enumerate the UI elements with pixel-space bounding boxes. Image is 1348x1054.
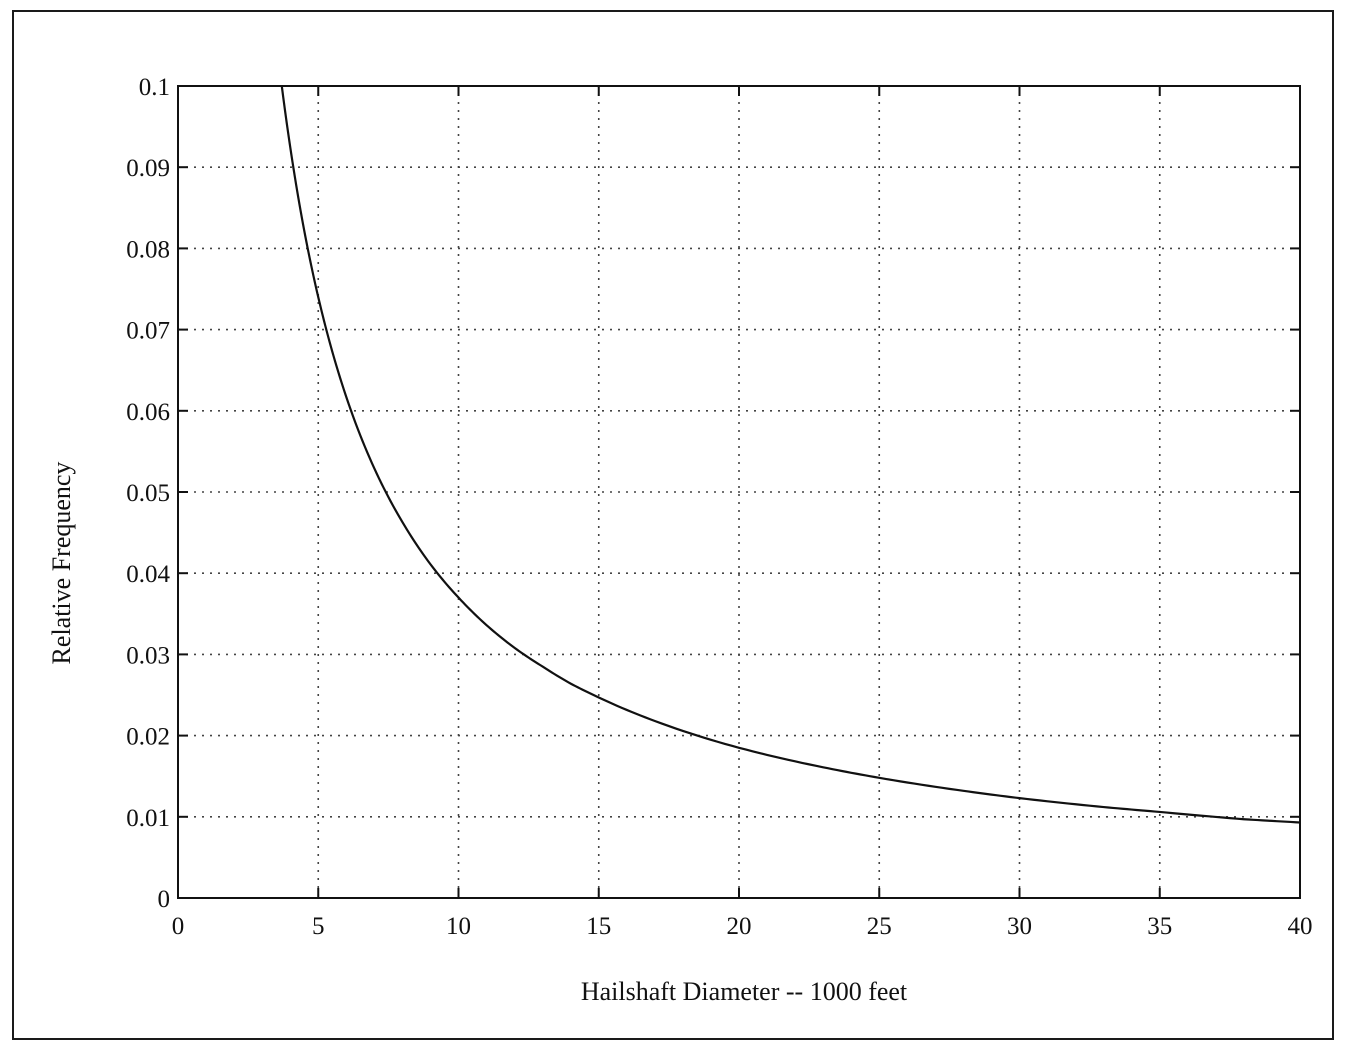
y-tick-label: 0.04 [126, 561, 170, 588]
x-tick-label: 0 [172, 913, 185, 940]
x-tick-label: 15 [586, 913, 611, 940]
y-tick-label: 0.1 [139, 74, 170, 101]
y-tick-label: 0.07 [126, 318, 170, 345]
y-tick-labels: 0 0.01 0.02 0.03 0.04 0.05 0.06 0.07 0.08 0.09 0.1 [126, 74, 170, 913]
y-tick-label: 0.08 [126, 236, 170, 263]
x-tick-label: 10 [446, 913, 471, 940]
x-tick-label: 35 [1147, 913, 1172, 940]
y-tick-label: 0 [158, 886, 171, 913]
x-tick-label: 25 [867, 913, 892, 940]
y-tick-label: 0.06 [126, 399, 170, 426]
y-tick-label: 0.05 [126, 480, 170, 507]
x-tick-label: 30 [1007, 913, 1032, 940]
grid [178, 86, 1300, 898]
x-axis-title: Hailshaft Diameter -- 1000 feet [581, 977, 908, 1006]
y-axis-title: Relative Frequency [47, 462, 76, 665]
x-tick-label: 40 [1288, 913, 1313, 940]
figure-frame [12, 10, 1334, 1040]
x-tick-labels: 0 5 10 15 20 25 30 35 40 [172, 913, 1313, 940]
x-tick-label: 20 [727, 913, 752, 940]
y-tick-label: 0.02 [126, 724, 170, 751]
y-tick-label: 0.01 [126, 805, 170, 832]
frequency-curve [280, 85, 1301, 824]
tick-marks [177, 85, 1301, 899]
x-tick-label: 5 [312, 913, 325, 940]
y-tick-label: 0.03 [126, 642, 170, 669]
y-tick-label: 0.09 [126, 155, 170, 182]
